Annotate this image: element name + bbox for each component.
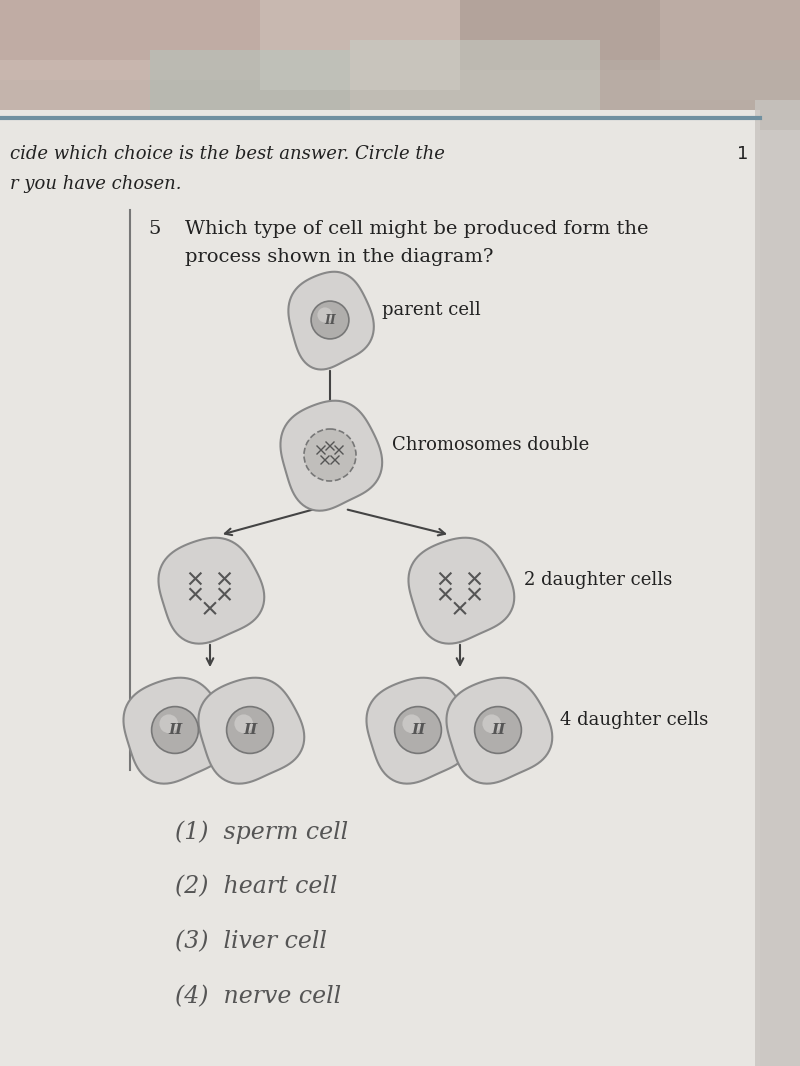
Text: (3)  liver cell: (3) liver cell [175, 930, 327, 953]
Text: 4 daughter cells: 4 daughter cells [560, 711, 708, 729]
FancyBboxPatch shape [0, 60, 150, 130]
Circle shape [482, 714, 501, 733]
Polygon shape [281, 401, 382, 511]
Circle shape [226, 707, 274, 754]
Circle shape [311, 301, 349, 339]
FancyBboxPatch shape [600, 60, 800, 130]
FancyBboxPatch shape [460, 0, 660, 70]
FancyBboxPatch shape [660, 0, 800, 100]
Text: 5: 5 [148, 220, 160, 238]
FancyBboxPatch shape [0, 0, 260, 80]
Circle shape [318, 307, 333, 323]
Text: (1)  sperm cell: (1) sperm cell [175, 820, 348, 843]
Circle shape [152, 707, 198, 754]
Polygon shape [446, 678, 552, 784]
FancyBboxPatch shape [0, 110, 760, 1066]
Polygon shape [158, 537, 264, 644]
Text: II: II [491, 723, 505, 737]
Text: Which type of cell might be produced form the: Which type of cell might be produced for… [185, 220, 649, 238]
Text: II: II [411, 723, 425, 737]
FancyBboxPatch shape [350, 41, 600, 130]
Circle shape [474, 707, 522, 754]
Text: II: II [324, 313, 336, 326]
Text: process shown in the diagram?: process shown in the diagram? [185, 248, 494, 266]
Circle shape [159, 714, 178, 733]
Text: (4)  nerve cell: (4) nerve cell [175, 985, 341, 1008]
Circle shape [402, 714, 421, 733]
Circle shape [394, 707, 442, 754]
Text: Chromosomes double: Chromosomes double [392, 436, 590, 454]
Polygon shape [289, 272, 374, 370]
FancyBboxPatch shape [260, 0, 460, 90]
Polygon shape [198, 678, 304, 784]
FancyBboxPatch shape [150, 50, 350, 130]
Text: parent cell: parent cell [382, 301, 481, 319]
Text: 1: 1 [737, 145, 748, 163]
Text: II: II [168, 723, 182, 737]
Polygon shape [409, 537, 514, 644]
Polygon shape [366, 678, 472, 784]
Text: r you have chosen.: r you have chosen. [10, 175, 182, 193]
Polygon shape [123, 678, 230, 784]
FancyBboxPatch shape [0, 0, 800, 130]
Circle shape [234, 714, 253, 733]
Text: cide which choice is the best answer. Circle the: cide which choice is the best answer. Ci… [10, 145, 445, 163]
Circle shape [304, 429, 356, 481]
FancyBboxPatch shape [755, 100, 800, 1066]
Text: 2 daughter cells: 2 daughter cells [524, 571, 672, 589]
Text: II: II [243, 723, 257, 737]
Text: (2)  heart cell: (2) heart cell [175, 875, 338, 898]
